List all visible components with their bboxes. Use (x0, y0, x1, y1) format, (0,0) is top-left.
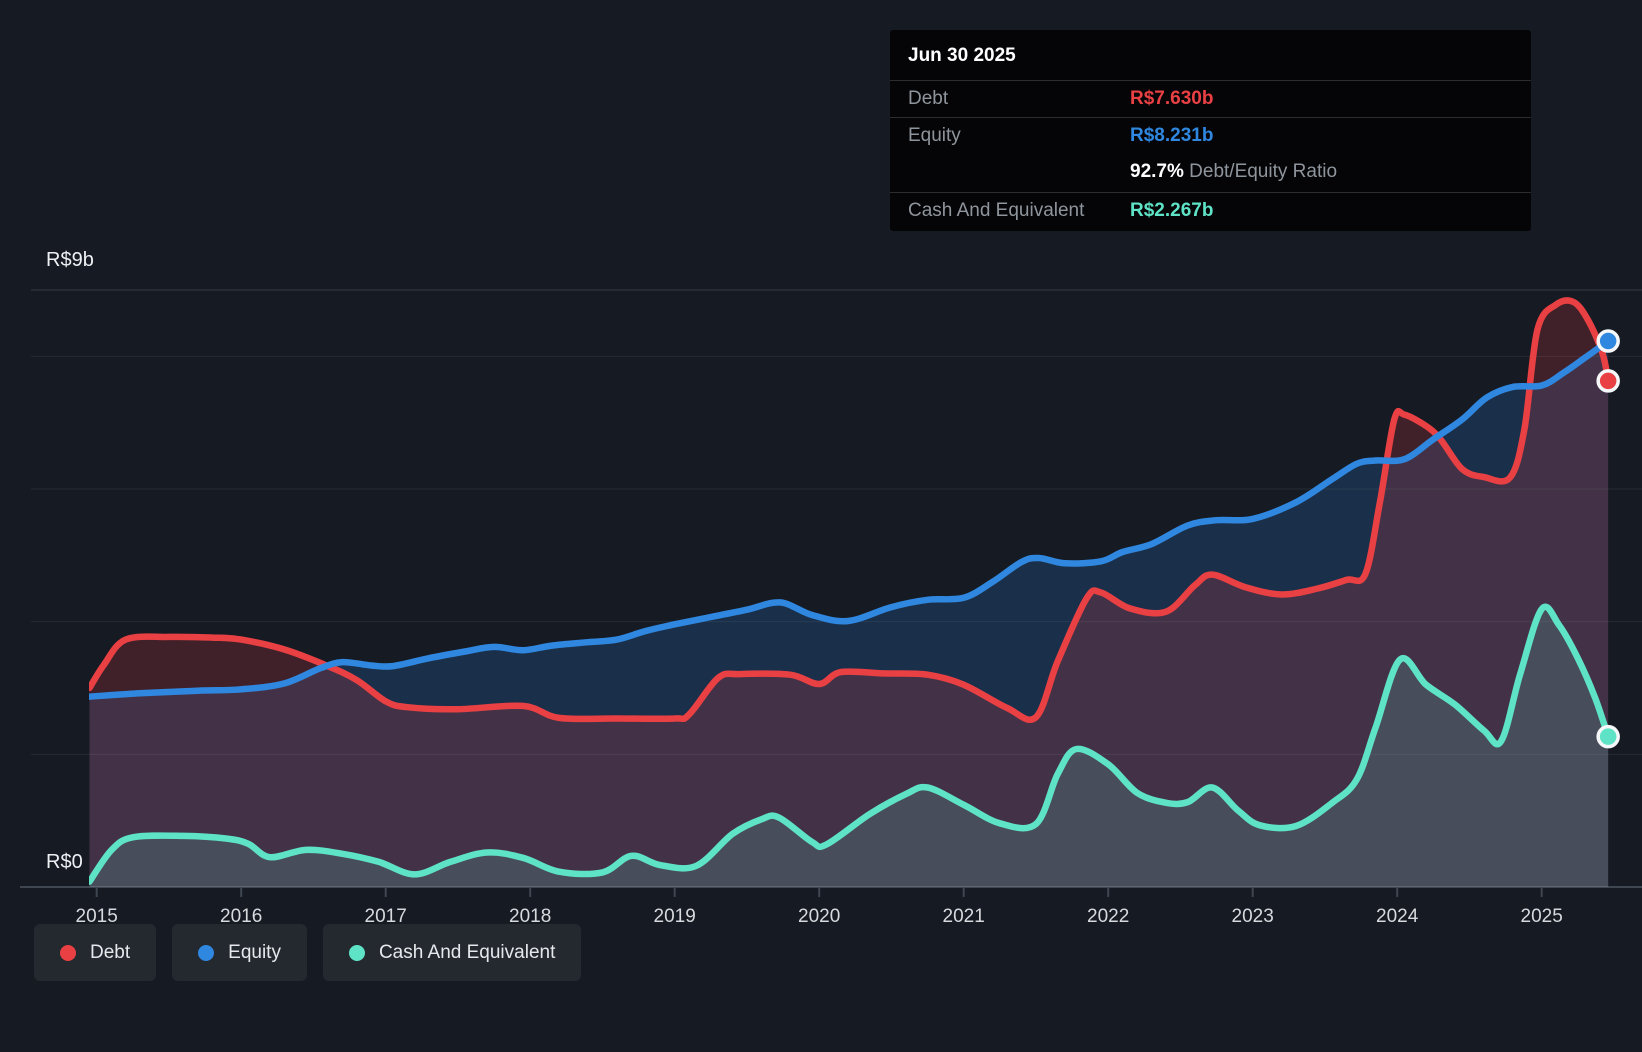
tooltip-row-ratio: 92.7% Debt/Equity Ratio (890, 154, 1531, 193)
cash-series-dot-icon (348, 944, 365, 961)
debt-series-dot-icon (60, 944, 76, 961)
chart-tooltip: Jun 30 2025 Debt R$7.630b Equity R$8.231… (890, 30, 1531, 231)
x-tick-label-2023: 2023 (1232, 906, 1274, 927)
x-tick-label-2015: 2015 (76, 906, 118, 927)
tooltip-row-debt: Debt R$7.630b (890, 81, 1531, 118)
legend-equity-label: Equity (228, 941, 281, 963)
debt-line (89, 297, 1612, 723)
equity-end-marker[interactable] (1596, 329, 1620, 353)
x-tick-label-2020: 2020 (798, 906, 840, 927)
debt-end-marker[interactable] (1596, 369, 1620, 393)
debt-area (89, 300, 1609, 887)
y-axis-label-9b: R$9b (46, 249, 94, 271)
equity-series-dot-icon (198, 944, 215, 961)
x-tick-label-2019: 2019 (654, 906, 696, 927)
chart-legend: Debt Equity Cash And Equivalent (34, 924, 582, 981)
tooltip-row-cash: Cash And Equivalent R$2.267b (890, 193, 1531, 231)
x-tick-label-2024: 2024 (1376, 906, 1419, 927)
x-tick-label-2022: 2022 (1087, 906, 1129, 927)
tooltip-debt-value: R$7.630b (1130, 88, 1214, 109)
legend-cash-label: Cash And Equivalent (378, 941, 556, 963)
tooltip-ratio-value: 92.7% (1130, 161, 1184, 182)
legend-debt-label: Debt (90, 941, 131, 963)
x-tick-label-2016: 2016 (220, 906, 262, 927)
y-axis-label-0b: R$0 (46, 851, 83, 873)
tooltip-cash-label: Cash And Equivalent (908, 200, 1085, 221)
x-tick-label-2021: 2021 (943, 906, 985, 927)
equity-area (89, 341, 1609, 887)
legend-item-cash[interactable]: Cash And Equivalent (322, 924, 582, 981)
tooltip-date: Jun 30 2025 (890, 30, 1531, 81)
tooltip-ratio-label: Debt/Equity Ratio (1189, 161, 1338, 182)
tooltip-ratio: 92.7% Debt/Equity Ratio (1130, 161, 1513, 183)
tooltip-row-equity: Equity R$8.231b (890, 118, 1531, 154)
cash-and-equivalent-end-marker[interactable] (1596, 724, 1620, 749)
x-tick-label-2018: 2018 (509, 906, 551, 927)
tooltip-cash-value: R$2.267b (1130, 200, 1214, 221)
cash-and-equivalent-area (89, 606, 1609, 887)
tooltip-equity-value: R$8.231b (1130, 125, 1214, 146)
tooltip-equity-label: Equity (908, 125, 961, 146)
equity-line (89, 337, 1612, 700)
x-tick-label-2017: 2017 (365, 906, 407, 927)
x-tick-label-2025: 2025 (1521, 906, 1563, 927)
legend-item-debt[interactable]: Debt (34, 924, 157, 981)
cash-and-equivalent-line (89, 603, 1612, 885)
tooltip-debt-label: Debt (908, 88, 949, 109)
legend-item-equity[interactable]: Equity (172, 924, 307, 981)
